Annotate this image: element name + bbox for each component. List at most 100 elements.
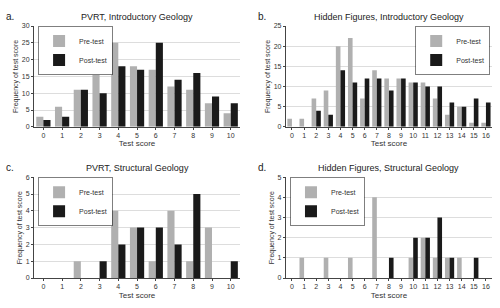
svg-text:10: 10 — [22, 90, 30, 97]
svg-text:3: 3 — [326, 283, 330, 290]
svg-text:3: 3 — [98, 132, 102, 139]
svg-text:0: 0 — [41, 132, 45, 139]
svg-text:9: 9 — [399, 283, 403, 290]
svg-text:10: 10 — [409, 132, 417, 139]
svg-text:14: 14 — [458, 283, 466, 290]
svg-text:Pre-test: Pre-test — [331, 189, 356, 196]
svg-text:8: 8 — [191, 132, 195, 139]
svg-text:5: 5 — [278, 103, 282, 110]
svg-text:2: 2 — [314, 132, 318, 139]
svg-text:1: 1 — [302, 283, 306, 290]
svg-text:12: 12 — [434, 132, 442, 139]
svg-text:Frequency of test score: Frequency of test score — [264, 40, 272, 113]
svg-text:0: 0 — [290, 283, 294, 290]
svg-text:0: 0 — [278, 123, 282, 130]
svg-text:6: 6 — [26, 174, 30, 181]
svg-text:5: 5 — [351, 132, 355, 139]
svg-text:5: 5 — [26, 106, 30, 113]
svg-text:Post-test: Post-test — [456, 57, 484, 64]
svg-text:0: 0 — [26, 123, 30, 130]
svg-text:Hidden Figures, Structural Geo: Hidden Figures, Structural Geology — [318, 163, 459, 173]
svg-text:PVRT, Structural Geology: PVRT, Structural Geology — [86, 163, 189, 173]
svg-text:2: 2 — [314, 283, 318, 290]
svg-text:7: 7 — [173, 283, 177, 290]
svg-text:7: 7 — [173, 132, 177, 139]
svg-text:5: 5 — [135, 132, 139, 139]
svg-text:5: 5 — [278, 174, 282, 181]
svg-text:15: 15 — [274, 63, 282, 70]
svg-text:9: 9 — [399, 132, 403, 139]
svg-text:Pre-test: Pre-test — [79, 189, 104, 196]
svg-text:6: 6 — [363, 283, 367, 290]
svg-text:Pre-test: Pre-test — [79, 38, 104, 45]
svg-text:1: 1 — [26, 258, 30, 265]
svg-text:Test score: Test score — [119, 291, 156, 300]
svg-text:4: 4 — [26, 207, 30, 214]
svg-text:3: 3 — [278, 214, 282, 221]
svg-text:2: 2 — [278, 234, 282, 241]
svg-text:9: 9 — [210, 132, 214, 139]
svg-text:12: 12 — [434, 283, 442, 290]
svg-text:5: 5 — [135, 283, 139, 290]
svg-text:a.: a. — [6, 11, 14, 22]
svg-text:15: 15 — [470, 132, 478, 139]
svg-text:1: 1 — [60, 283, 64, 290]
svg-text:6: 6 — [363, 132, 367, 139]
svg-text:10: 10 — [274, 83, 282, 90]
svg-text:Pre-test: Pre-test — [456, 38, 481, 45]
svg-text:4: 4 — [116, 283, 120, 290]
svg-text:Frequency of test score: Frequency of test score — [16, 191, 24, 264]
svg-text:4: 4 — [116, 132, 120, 139]
svg-text:13: 13 — [446, 132, 454, 139]
svg-text:10: 10 — [409, 283, 417, 290]
svg-text:15: 15 — [22, 73, 30, 80]
svg-text:Frequency of test score: Frequency of test score — [268, 191, 276, 264]
svg-text:13: 13 — [446, 283, 454, 290]
svg-text:16: 16 — [482, 132, 490, 139]
svg-text:c.: c. — [6, 162, 14, 173]
svg-text:Frequency of test score: Frequency of test score — [12, 40, 20, 113]
svg-text:3: 3 — [326, 132, 330, 139]
svg-text:1: 1 — [60, 132, 64, 139]
svg-text:10: 10 — [227, 132, 235, 139]
svg-text:0: 0 — [41, 283, 45, 290]
svg-text:14: 14 — [458, 132, 466, 139]
svg-text:Test score: Test score — [371, 139, 408, 148]
svg-text:25: 25 — [274, 22, 282, 29]
svg-text:20: 20 — [274, 43, 282, 50]
svg-text:2: 2 — [26, 241, 30, 248]
svg-text:8: 8 — [387, 283, 391, 290]
svg-text:d.: d. — [258, 162, 266, 173]
svg-text:Post-test: Post-test — [79, 57, 107, 64]
svg-text:4: 4 — [278, 194, 282, 201]
svg-text:Post-test: Post-test — [79, 208, 107, 215]
svg-text:1: 1 — [278, 254, 282, 261]
svg-text:20: 20 — [22, 56, 30, 63]
svg-text:Test score: Test score — [371, 291, 408, 300]
svg-text:6: 6 — [154, 283, 158, 290]
svg-text:15: 15 — [470, 283, 478, 290]
svg-text:8: 8 — [387, 132, 391, 139]
svg-text:3: 3 — [26, 224, 30, 231]
svg-text:9: 9 — [210, 283, 214, 290]
svg-text:PVRT, Introductory Geology: PVRT, Introductory Geology — [81, 12, 193, 22]
svg-text:10: 10 — [227, 283, 235, 290]
svg-text:4: 4 — [339, 132, 343, 139]
svg-text:0: 0 — [290, 132, 294, 139]
svg-text:11: 11 — [422, 283, 429, 290]
svg-text:6: 6 — [154, 132, 158, 139]
svg-text:4: 4 — [339, 283, 343, 290]
svg-text:Post-test: Post-test — [331, 208, 359, 215]
svg-text:25: 25 — [22, 39, 30, 46]
svg-text:30: 30 — [22, 22, 30, 29]
svg-text:0: 0 — [26, 274, 30, 281]
svg-text:5: 5 — [26, 190, 30, 197]
svg-text:7: 7 — [375, 132, 379, 139]
svg-text:1: 1 — [302, 132, 306, 139]
svg-text:5: 5 — [351, 283, 355, 290]
svg-text:2: 2 — [79, 283, 83, 290]
svg-text:8: 8 — [191, 283, 195, 290]
svg-text:b.: b. — [258, 11, 266, 22]
svg-text:Test score: Test score — [119, 139, 156, 148]
svg-text:2: 2 — [79, 132, 83, 139]
